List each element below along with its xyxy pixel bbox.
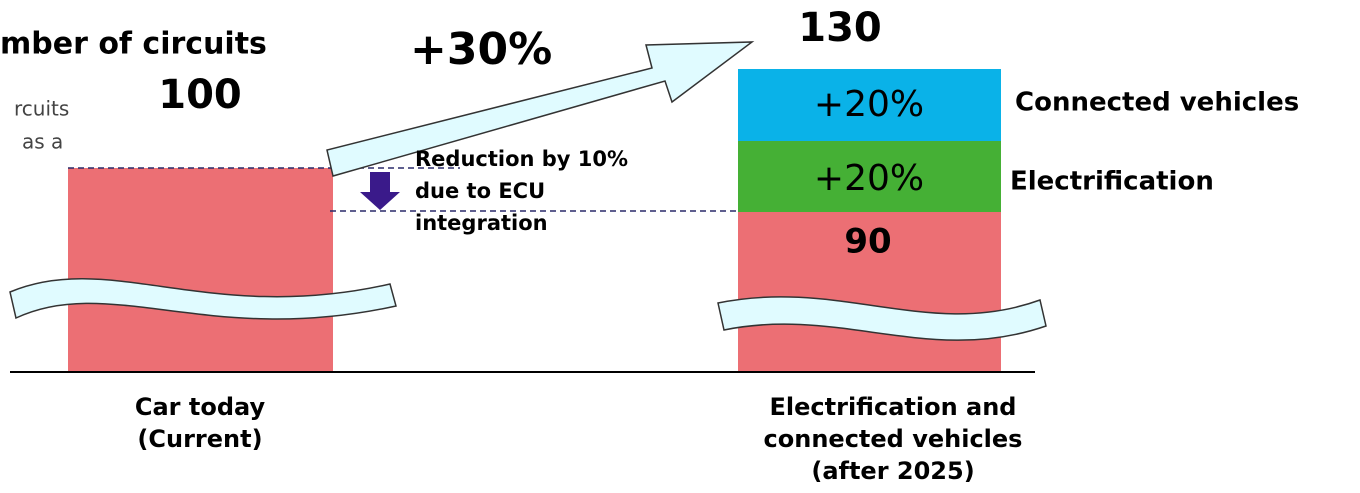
title: mber of circuits — [0, 27, 267, 62]
bar-base — [738, 212, 1001, 372]
bar-label: connected vehicles — [764, 425, 1023, 453]
base-label: 90 — [844, 222, 891, 262]
down-arrow — [360, 172, 400, 210]
reduction-text: integration — [415, 211, 548, 235]
bar-label: Car today — [135, 393, 266, 421]
bar-label: (Current) — [137, 425, 262, 453]
break-right — [717, 296, 1047, 341]
growth-arrow — [326, 41, 755, 177]
bar-label: (after 2025) — [811, 457, 974, 485]
segment-label: +20% — [814, 84, 924, 125]
bar-electrification — [738, 141, 1001, 212]
segment-label: +20% — [814, 158, 924, 199]
bar-label: Electrification and — [770, 393, 1017, 421]
growth-label: +30% — [410, 24, 552, 75]
note: rcuits — [14, 97, 69, 121]
bar-current — [68, 168, 333, 372]
segment-name: Electrification — [1010, 167, 1214, 197]
total-label: 130 — [798, 5, 882, 51]
reduction-text: Reduction by 10% — [415, 147, 628, 171]
note: as a — [22, 130, 63, 154]
reduction-text: due to ECU — [415, 179, 545, 203]
segment-name: Connected vehicles — [1015, 88, 1299, 118]
total-label: 100 — [158, 72, 242, 118]
bar-connected — [738, 69, 1001, 141]
break-left — [9, 278, 397, 320]
